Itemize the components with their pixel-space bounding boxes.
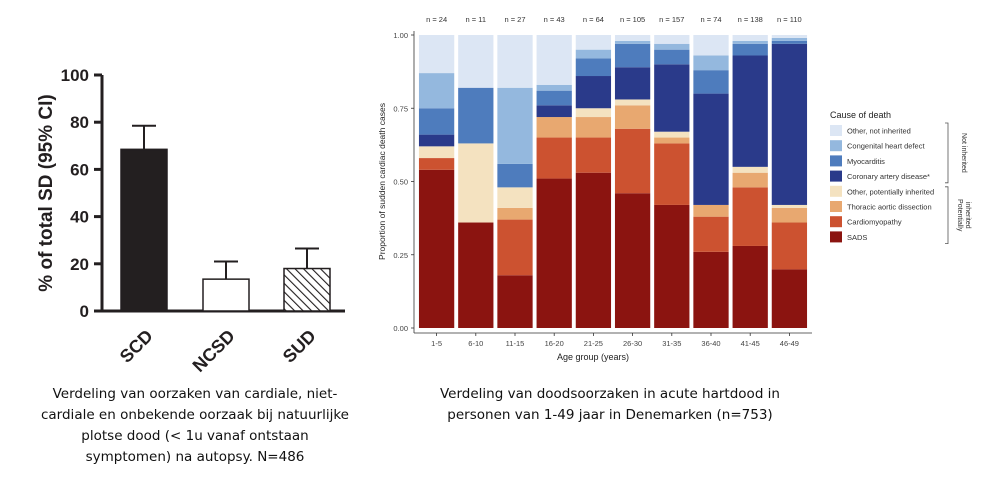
right-chart-caption: Verdeling van doodsoorzaken in acute har…	[440, 386, 780, 423]
x-tick-label: SUD	[279, 326, 320, 367]
y-tick-label: 80	[70, 113, 89, 132]
y-tick-label: 40	[70, 208, 89, 227]
bar-sud	[283, 267, 331, 312]
y-tick-label: 100	[61, 66, 89, 85]
y-tick-label: 20	[70, 255, 89, 274]
y-tick-label: 60	[70, 160, 89, 179]
left-chart-caption: Verdeling van oorzaken van cardiale, nie…	[40, 386, 349, 465]
y-axis-label: % of total SD (95% CI)	[36, 94, 57, 291]
bar-ncsd	[202, 278, 250, 312]
y-tick-label: 0	[80, 302, 89, 321]
x-tick-label: NCSD	[189, 326, 239, 376]
x-tick-label: SCD	[116, 326, 157, 367]
bar-scd	[120, 148, 168, 312]
